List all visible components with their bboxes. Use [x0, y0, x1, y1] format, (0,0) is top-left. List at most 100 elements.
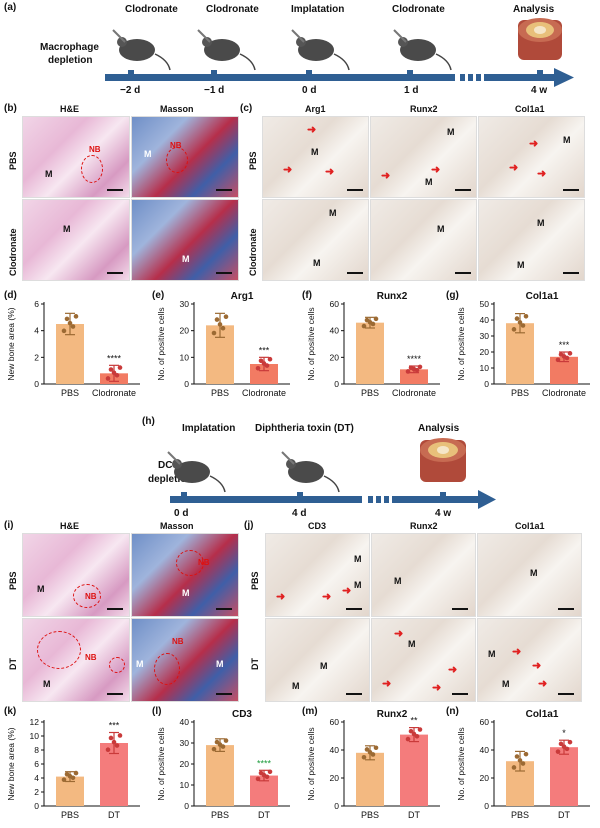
- col-header-runx2: Runx2: [410, 104, 438, 114]
- data-point: [105, 376, 111, 381]
- bar-chart-d: New bone area (%) 0 2 4 6 PBS Clodronate ****: [6, 299, 140, 398]
- micrograph-c-arg1-clodronate: M M: [262, 199, 369, 281]
- chart-title: Runx2: [377, 291, 408, 302]
- row-label-pbs: PBS: [8, 571, 18, 590]
- timeline-a-row-label-2: depletion: [48, 55, 93, 66]
- timeline-a-time-1: −2 d: [120, 85, 141, 96]
- data-point: [264, 774, 270, 780]
- x-tick-label: PBS: [61, 810, 79, 820]
- data-point: [70, 775, 76, 781]
- data-point: [514, 754, 520, 759]
- y-tick-label: 30: [180, 738, 190, 748]
- y-tick-label: 20: [480, 347, 490, 357]
- y-tick-label: 4: [34, 326, 39, 336]
- data-point: [108, 735, 114, 741]
- scale-bar: [216, 272, 232, 274]
- bar-chart-g: Col1a1 No. of positive cells 0 10 20 30 40 50 PB…: [456, 291, 590, 398]
- arrow-icon: ➜: [532, 660, 542, 672]
- scale-bar: [455, 189, 471, 191]
- bar-pbs: [206, 745, 234, 806]
- data-point: [264, 363, 270, 368]
- row-label-dt: DT: [8, 658, 18, 670]
- panel-label-f: (f): [302, 290, 312, 301]
- y-tick-label: 10: [480, 363, 490, 373]
- y-tick-label: 0: [484, 379, 489, 389]
- timeline-a-arrowhead: [554, 68, 574, 87]
- new-bone-outline: [73, 584, 101, 608]
- scale-bar: [558, 693, 574, 695]
- timeline-a-step-3: Implatation: [291, 4, 345, 15]
- timeline-h-bar: [170, 496, 362, 503]
- y-tick-label: 0: [34, 801, 39, 811]
- micrograph-j-cd3-pbs: M M ➜ ➜ ➜: [265, 533, 370, 617]
- data-point: [105, 747, 111, 753]
- y-axis-label: No. of positive cells: [306, 307, 316, 380]
- arrow-icon: ➜: [307, 124, 317, 136]
- chart-title: Col1a1: [526, 291, 559, 302]
- y-tick-label: 30: [480, 331, 490, 341]
- panel-label-n: (n): [446, 706, 459, 717]
- significance-label: ***: [109, 721, 120, 731]
- y-tick-label: 0: [334, 801, 339, 811]
- chart-title: CD3: [232, 709, 252, 720]
- bar-pbs: [356, 752, 384, 806]
- scale-bar: [347, 272, 363, 274]
- timeline-h-time-3: 4 w: [435, 508, 452, 519]
- data-point: [370, 752, 376, 757]
- tick-a: [211, 70, 217, 78]
- data-point: [511, 765, 517, 770]
- data-point: [267, 356, 273, 362]
- data-point: [564, 355, 570, 361]
- data-point: [523, 313, 529, 319]
- data-point: [70, 324, 76, 329]
- data-point: [370, 321, 376, 327]
- arrow-icon: ➜: [512, 646, 522, 658]
- new-bone-outline: [176, 550, 204, 576]
- micrograph-c-runx2-clodronate: M: [370, 199, 477, 281]
- col-header-cd3: CD3: [308, 521, 327, 531]
- y-tick-label: 50: [480, 299, 490, 309]
- y-tick-label: 0: [334, 379, 339, 389]
- timeline-h-time-2: 4 d: [292, 508, 307, 519]
- timeline-h-dash: [376, 496, 381, 503]
- data-point: [517, 320, 523, 325]
- tick-a: [407, 70, 413, 78]
- panel-label-k: (k): [4, 706, 17, 717]
- tick-h: [297, 492, 303, 500]
- data-point: [67, 320, 73, 326]
- y-tick-label: 0: [184, 801, 189, 811]
- chart-title: Arg1: [231, 291, 254, 302]
- y-tick-label: 0: [184, 379, 189, 389]
- data-point: [220, 325, 226, 331]
- scale-bar: [216, 693, 232, 695]
- bar-chart-f: Runx2 No. of positive cells 0 20 40 60 PBS Clod…: [306, 291, 440, 398]
- data-point: [417, 727, 423, 732]
- mouse-icon: [197, 29, 256, 71]
- y-tick-label: 0: [484, 801, 489, 811]
- x-tick-label: DT: [258, 810, 270, 820]
- timeline-h-dash: [384, 496, 389, 503]
- row-label-pbs: PBS: [248, 151, 258, 170]
- y-tick-label: 60: [330, 299, 340, 309]
- timeline-a-time-3: 0 d: [302, 85, 317, 96]
- data-point: [361, 323, 367, 329]
- row-label-clodronate: Clodronate: [8, 228, 18, 276]
- data-point: [114, 743, 120, 748]
- timeline-h-step-1: Implatation: [182, 423, 236, 434]
- y-tick-label: 4: [34, 773, 39, 783]
- chart-title: Runx2: [377, 709, 408, 720]
- y-tick-label: 2: [34, 352, 39, 362]
- bar-chart-m: Runx2 No. of positive cells 0 20 40 60 PBS DT **: [306, 709, 440, 820]
- timeline-a-step-4: Clodronate: [392, 4, 445, 15]
- y-tick-label: 60: [330, 717, 340, 727]
- micrograph-b-he-pbs: M NB: [22, 116, 130, 198]
- arrow-icon: ➜: [448, 664, 458, 676]
- scale-bar: [346, 608, 362, 610]
- timeline-a-bar: [105, 74, 455, 81]
- arrow-icon: ➜: [538, 678, 548, 690]
- data-point: [267, 769, 273, 775]
- arrow-icon: ➜: [342, 585, 352, 597]
- timeline-h-arrowhead: [478, 490, 496, 509]
- scale-bar: [216, 608, 232, 610]
